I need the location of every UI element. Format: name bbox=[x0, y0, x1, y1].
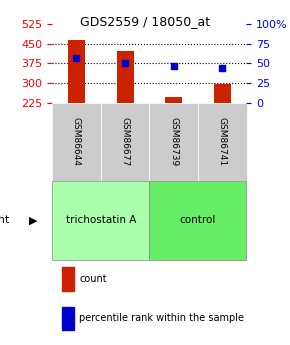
Text: trichostatin A: trichostatin A bbox=[66, 215, 136, 225]
Text: count: count bbox=[79, 274, 107, 284]
Point bbox=[74, 55, 79, 61]
Bar bbox=[214, 83, 231, 161]
Text: GSM86739: GSM86739 bbox=[169, 117, 178, 167]
Text: control: control bbox=[180, 215, 216, 225]
Bar bbox=[62, 307, 74, 330]
FancyBboxPatch shape bbox=[52, 181, 149, 259]
FancyBboxPatch shape bbox=[149, 103, 198, 181]
FancyBboxPatch shape bbox=[198, 103, 246, 181]
Bar bbox=[68, 40, 85, 161]
Text: GSM86677: GSM86677 bbox=[121, 117, 130, 167]
Point bbox=[220, 65, 224, 71]
Text: GDS2559 / 18050_at: GDS2559 / 18050_at bbox=[80, 16, 210, 29]
Text: GSM86644: GSM86644 bbox=[72, 117, 81, 166]
Text: percentile rank within the sample: percentile rank within the sample bbox=[79, 314, 244, 324]
FancyBboxPatch shape bbox=[149, 181, 246, 259]
Bar bbox=[62, 267, 74, 291]
FancyBboxPatch shape bbox=[52, 103, 101, 181]
Point bbox=[123, 61, 127, 66]
Text: GSM86741: GSM86741 bbox=[218, 117, 227, 166]
Bar bbox=[165, 97, 182, 161]
Text: ▶: ▶ bbox=[28, 215, 37, 225]
FancyBboxPatch shape bbox=[101, 103, 149, 181]
Point bbox=[171, 63, 176, 69]
Text: agent: agent bbox=[0, 215, 10, 225]
Bar bbox=[117, 51, 134, 161]
